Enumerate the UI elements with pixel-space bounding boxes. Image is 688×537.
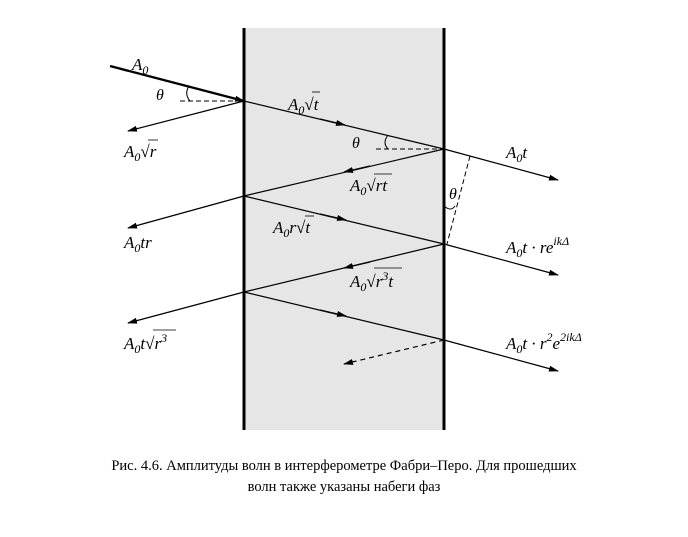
label-reflected-3: A0t√r3	[123, 331, 167, 356]
internal-ray-4-arrow	[343, 261, 371, 269]
label-first-transmitted-inside: A0√t	[287, 95, 320, 117]
fabry-perot-diagram: θ θ θ A0 A0√t A0√r A0√rt A0r√t A0tr A0√r…	[109, 28, 582, 430]
label-reflected-2: A0tr	[123, 233, 152, 255]
label-internal-2: A0r√t	[272, 218, 311, 240]
incident-ray	[109, 64, 245, 103]
caption-line-2: волн также указаны набеги фаз	[247, 479, 441, 495]
transmitted-ray-3	[443, 339, 559, 372]
reflected-ray-3	[127, 291, 245, 324]
angle-arc-3	[443, 205, 456, 210]
label-internal-reflected-2: A0√r3t	[349, 269, 394, 294]
figure-caption: Рис. 4.6. Амплитуды волн в интерферометр…	[0, 456, 688, 498]
reflected-ray-2	[127, 195, 245, 229]
label-transmitted-2: A0t · reikΔ	[505, 234, 569, 260]
label-incident: A0	[131, 55, 148, 77]
angle-label-internal: θ	[352, 135, 360, 152]
transmitted-ray-2	[443, 243, 559, 276]
reflected-ray-1	[127, 100, 245, 132]
label-transmitted-3: A0t · r2e2ikΔ	[505, 330, 582, 356]
caption-line-1: Рис. 4.6. Амплитуды волн в интерферометр…	[111, 458, 577, 474]
internal-ray-2-arrow	[343, 165, 371, 173]
transmitted-ray-1	[443, 148, 559, 181]
label-internal-reflected-1: A0√rt	[349, 176, 388, 198]
internal-ray-1-arrow	[319, 118, 346, 126]
angle-arc-2	[384, 134, 389, 150]
internal-ray-6-dashed	[343, 339, 445, 365]
internal-ray-3-arrow	[319, 213, 347, 221]
angle-label-incident: θ	[156, 87, 164, 104]
internal-ray-5-arrow	[319, 309, 347, 317]
wavefront-dashed	[446, 155, 471, 245]
angle-label-wavefront: θ	[449, 186, 457, 203]
label-reflected-1: A0√r	[123, 142, 157, 164]
angle-arc-1	[186, 85, 191, 102]
label-transmitted-1: A0t	[505, 143, 528, 165]
